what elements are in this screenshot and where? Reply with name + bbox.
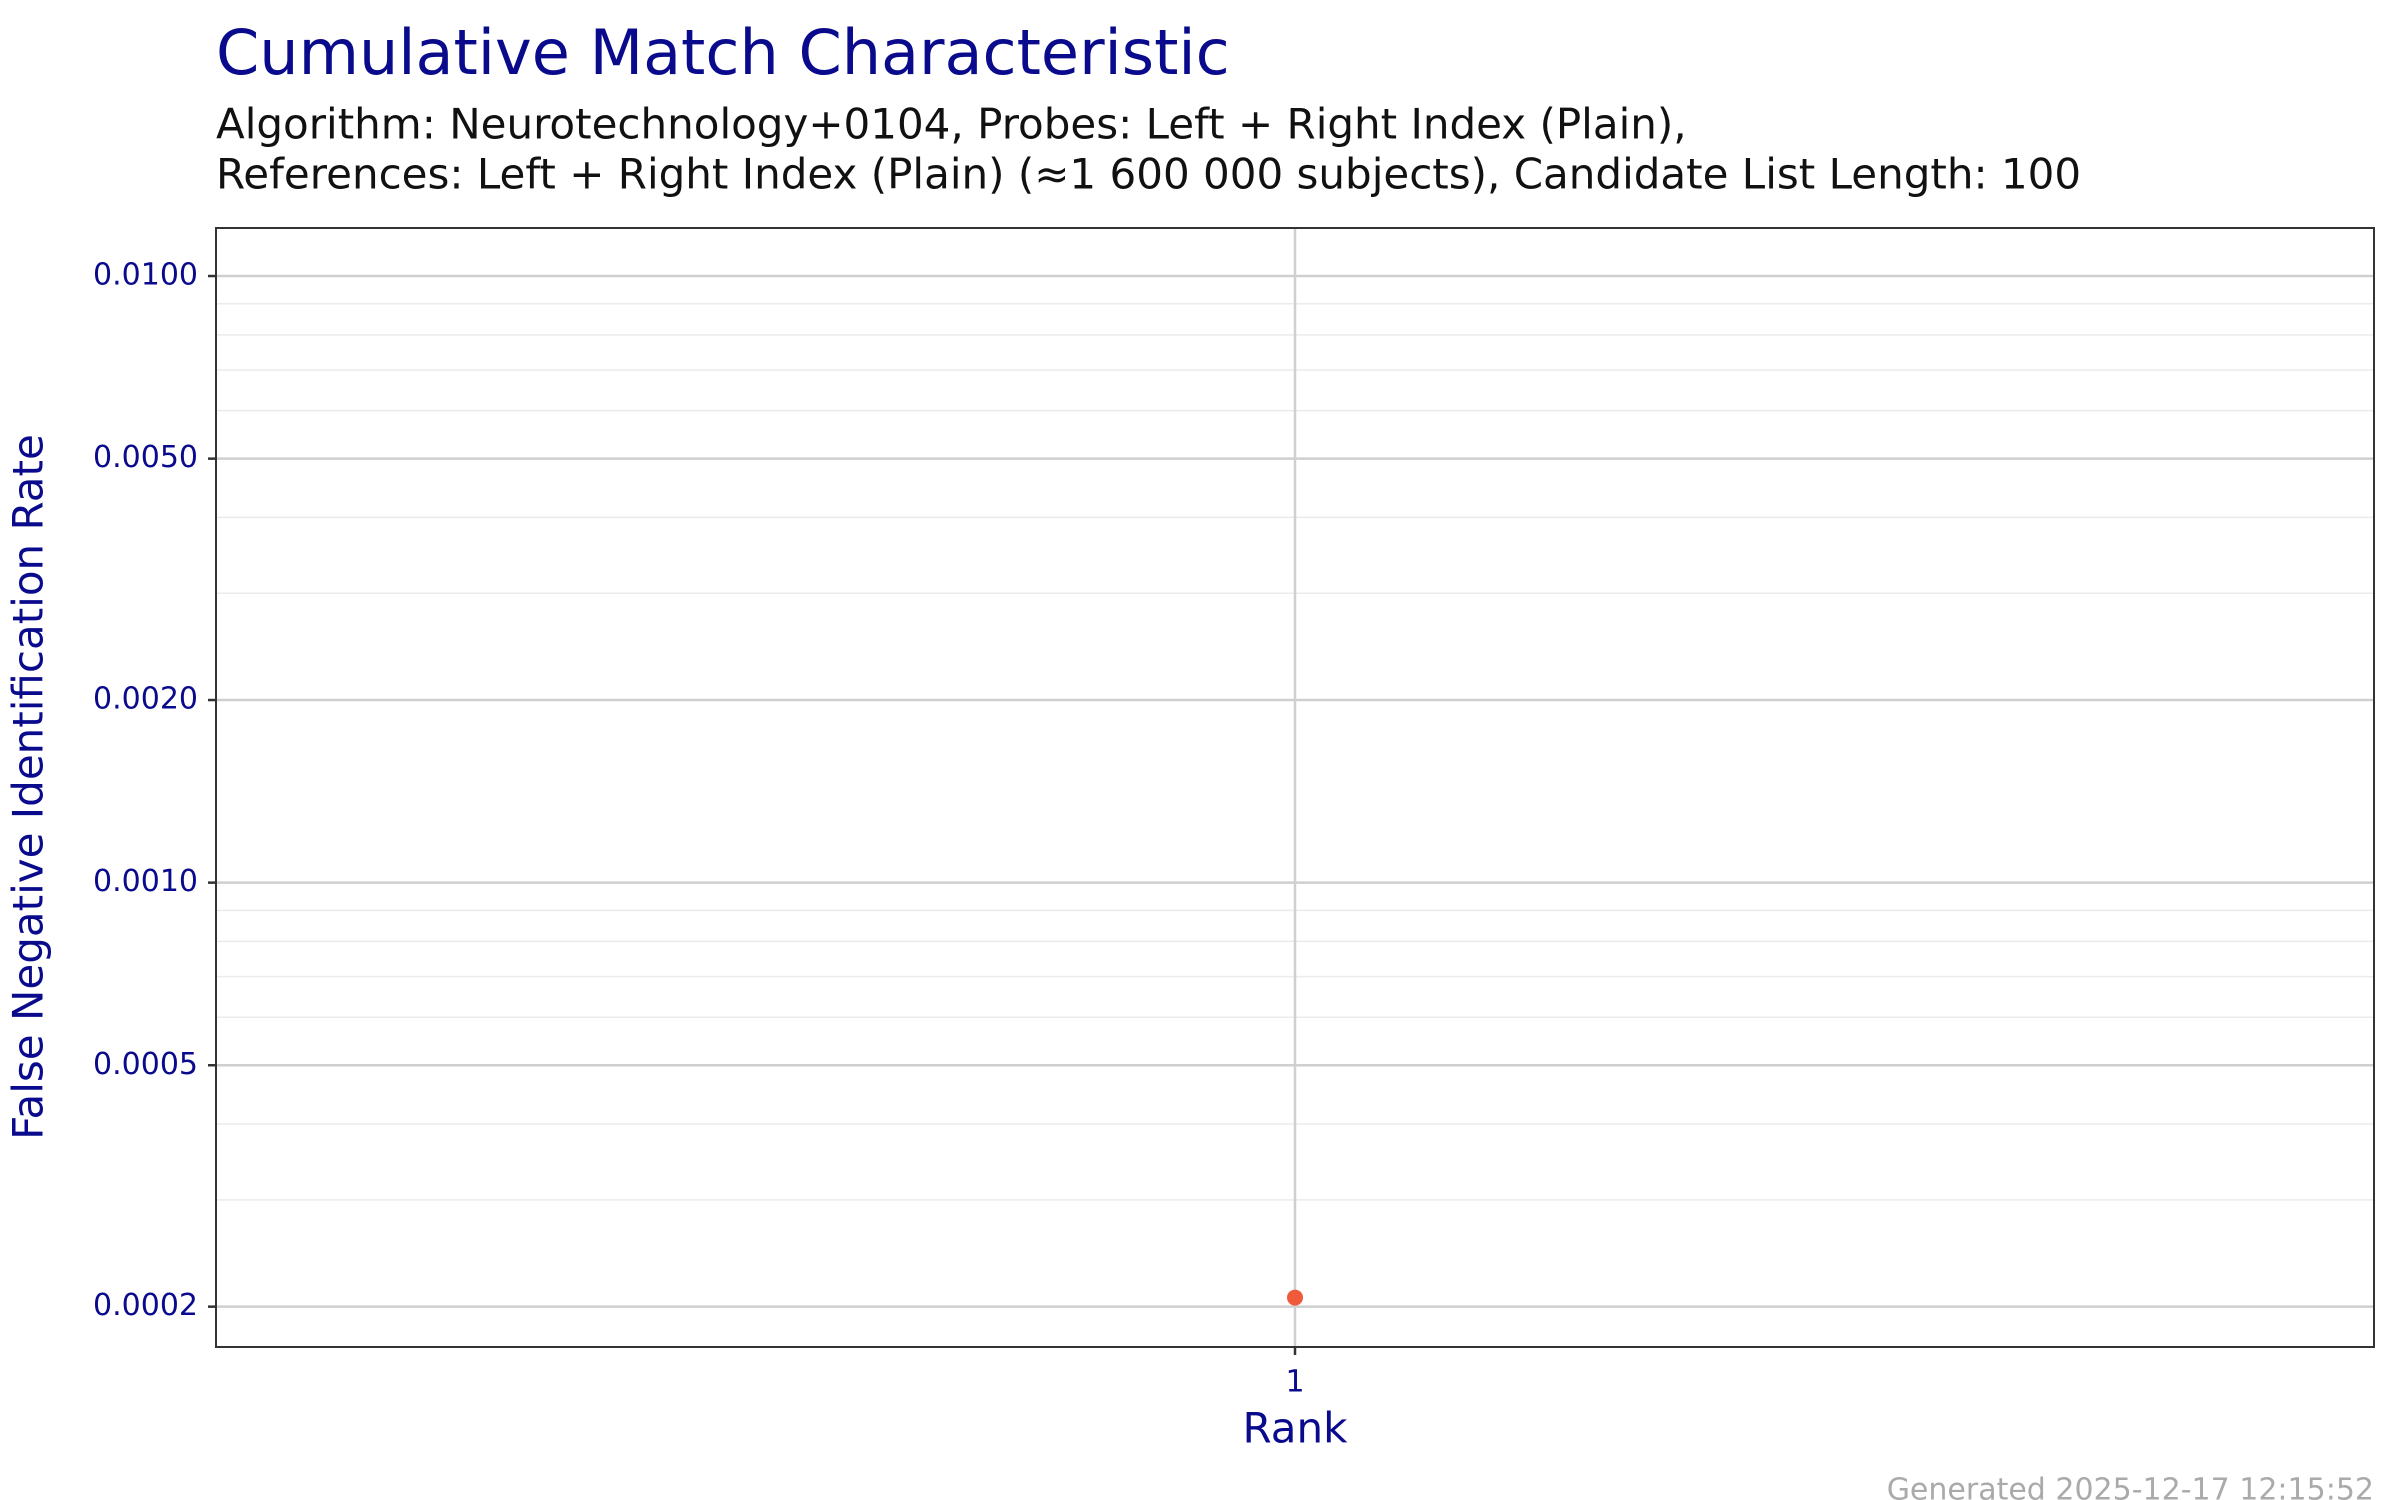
x-axis-title: Rank — [1243, 1404, 1349, 1453]
x-tick-label: 1 — [1285, 1365, 1304, 1400]
y-tick-label: 0.0010 — [93, 864, 198, 899]
y-tick-label: 0.0005 — [93, 1047, 198, 1082]
chart-title: Cumulative Match Characteristic — [216, 16, 1230, 89]
y-axis-title: False Negative Identification Rate — [4, 434, 53, 1140]
y-tick-label: 0.0020 — [93, 682, 198, 717]
point — [1287, 1289, 1303, 1306]
chart-subtitle: Algorithm: Neurotechnology+0104, Probes:… — [216, 100, 1687, 149]
plot-border — [215, 227, 2375, 1348]
footer: Generated 2025-12-17 12:15:52 — [1887, 1473, 2374, 1500]
y-tick-label: 0.0002 — [93, 1288, 198, 1323]
y-tick-label: 0.0100 — [93, 258, 198, 293]
chart-subtitle: References: Left + Right Index (Plain) (… — [216, 150, 2081, 199]
y-tick-label: 0.0050 — [93, 440, 198, 475]
